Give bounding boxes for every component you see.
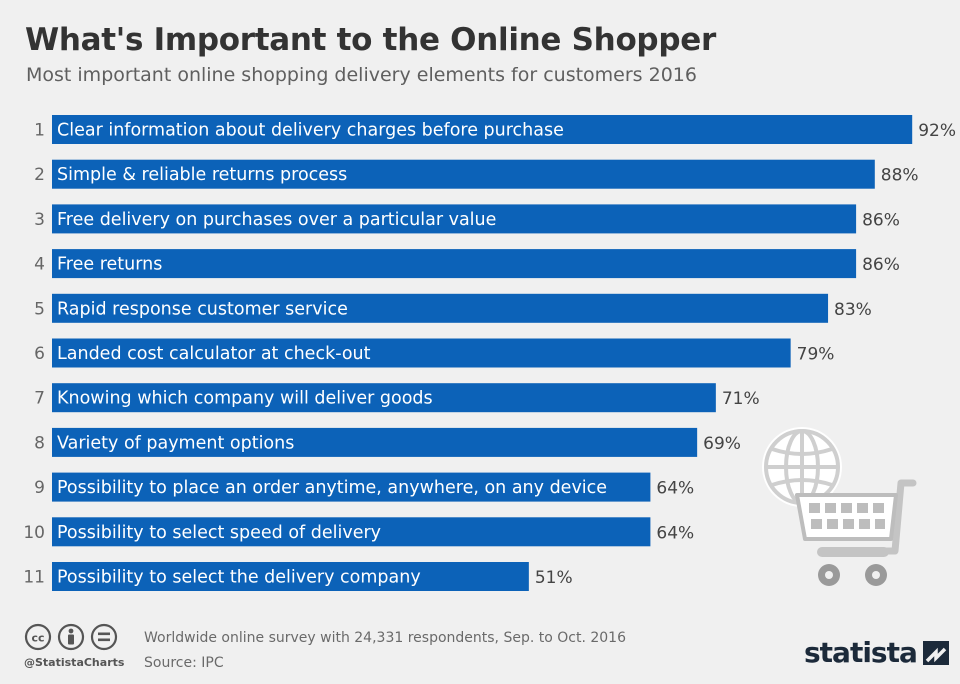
no-derivatives-icon: [90, 623, 118, 651]
bar: [52, 249, 857, 279]
value-label: 86%: [862, 210, 900, 230]
category-label: Free returns: [57, 255, 162, 275]
value-label: 92%: [918, 121, 956, 141]
bar: [52, 115, 913, 144]
bar: [52, 204, 857, 234]
category-label: Possibility to select speed of delivery: [57, 523, 381, 543]
bar: [52, 293, 829, 323]
social-handle: @StatistaCharts: [24, 656, 125, 669]
chart-title: What's Important to the Online Shopper: [25, 22, 716, 58]
attribution-icon: [57, 623, 85, 651]
brand-name: statista: [804, 636, 918, 669]
cc-icon: cc: [24, 623, 52, 651]
value-label: 64%: [656, 479, 694, 499]
rank-label: 7: [34, 389, 45, 409]
bar: [52, 562, 529, 591]
bar: [52, 427, 698, 457]
rank-label: 11: [23, 568, 45, 588]
category-label: Clear information about delivery charges…: [57, 121, 564, 141]
category-label: Possibility to select the delivery compa…: [57, 568, 421, 588]
rank-label: 4: [34, 255, 45, 275]
bar-chart: 1 Clear information about delivery charge…: [23, 115, 956, 591]
value-label: 71%: [722, 389, 760, 409]
rank-label: 8: [34, 433, 45, 453]
value-label: 88%: [881, 166, 919, 186]
rank-label: 6: [34, 344, 45, 364]
category-label: Simple & reliable returns process: [57, 165, 347, 185]
value-label: 79%: [797, 345, 835, 365]
rank-label: 1: [34, 121, 45, 141]
footnote: Worldwide online survey with 24,331 resp…: [144, 626, 626, 676]
value-label: 69%: [703, 434, 741, 454]
value-label: 83%: [834, 300, 872, 320]
bar: [52, 159, 875, 189]
category-label: Variety of payment options: [57, 433, 294, 453]
bar: [52, 517, 651, 547]
category-label: Knowing which company will deliver goods: [57, 389, 433, 409]
chart-subtitle: Most important online shopping delivery …: [26, 64, 697, 86]
survey-note: Worldwide online survey with 24,331 resp…: [144, 630, 626, 646]
category-label: Rapid response customer service: [57, 299, 348, 319]
source-note: Source: IPC: [144, 655, 224, 671]
value-label: 86%: [862, 255, 900, 275]
rank-label: 9: [34, 478, 45, 498]
category-label: Landed cost calculator at check-out: [57, 344, 371, 364]
rank-label: 2: [34, 165, 45, 185]
value-label: 64%: [656, 523, 694, 543]
rank-label: 10: [23, 523, 45, 543]
rank-label: 3: [34, 210, 45, 230]
svg-text:cc: cc: [31, 632, 44, 645]
category-label: Free delivery on purchases over a partic…: [57, 210, 496, 230]
value-label: 51%: [535, 568, 573, 588]
category-label: Possibility to place an order anytime, a…: [57, 478, 607, 498]
statista-mark-icon: [922, 640, 949, 665]
bar: [52, 472, 651, 502]
shopping-cart-illustration: [762, 427, 917, 586]
bar: [52, 383, 716, 413]
rank-label: 5: [34, 299, 45, 319]
bar: [52, 338, 791, 368]
shopping-cart-icon: [795, 475, 917, 586]
license-icons: cc: [24, 623, 118, 651]
statista-logo[interactable]: statista: [804, 636, 949, 669]
